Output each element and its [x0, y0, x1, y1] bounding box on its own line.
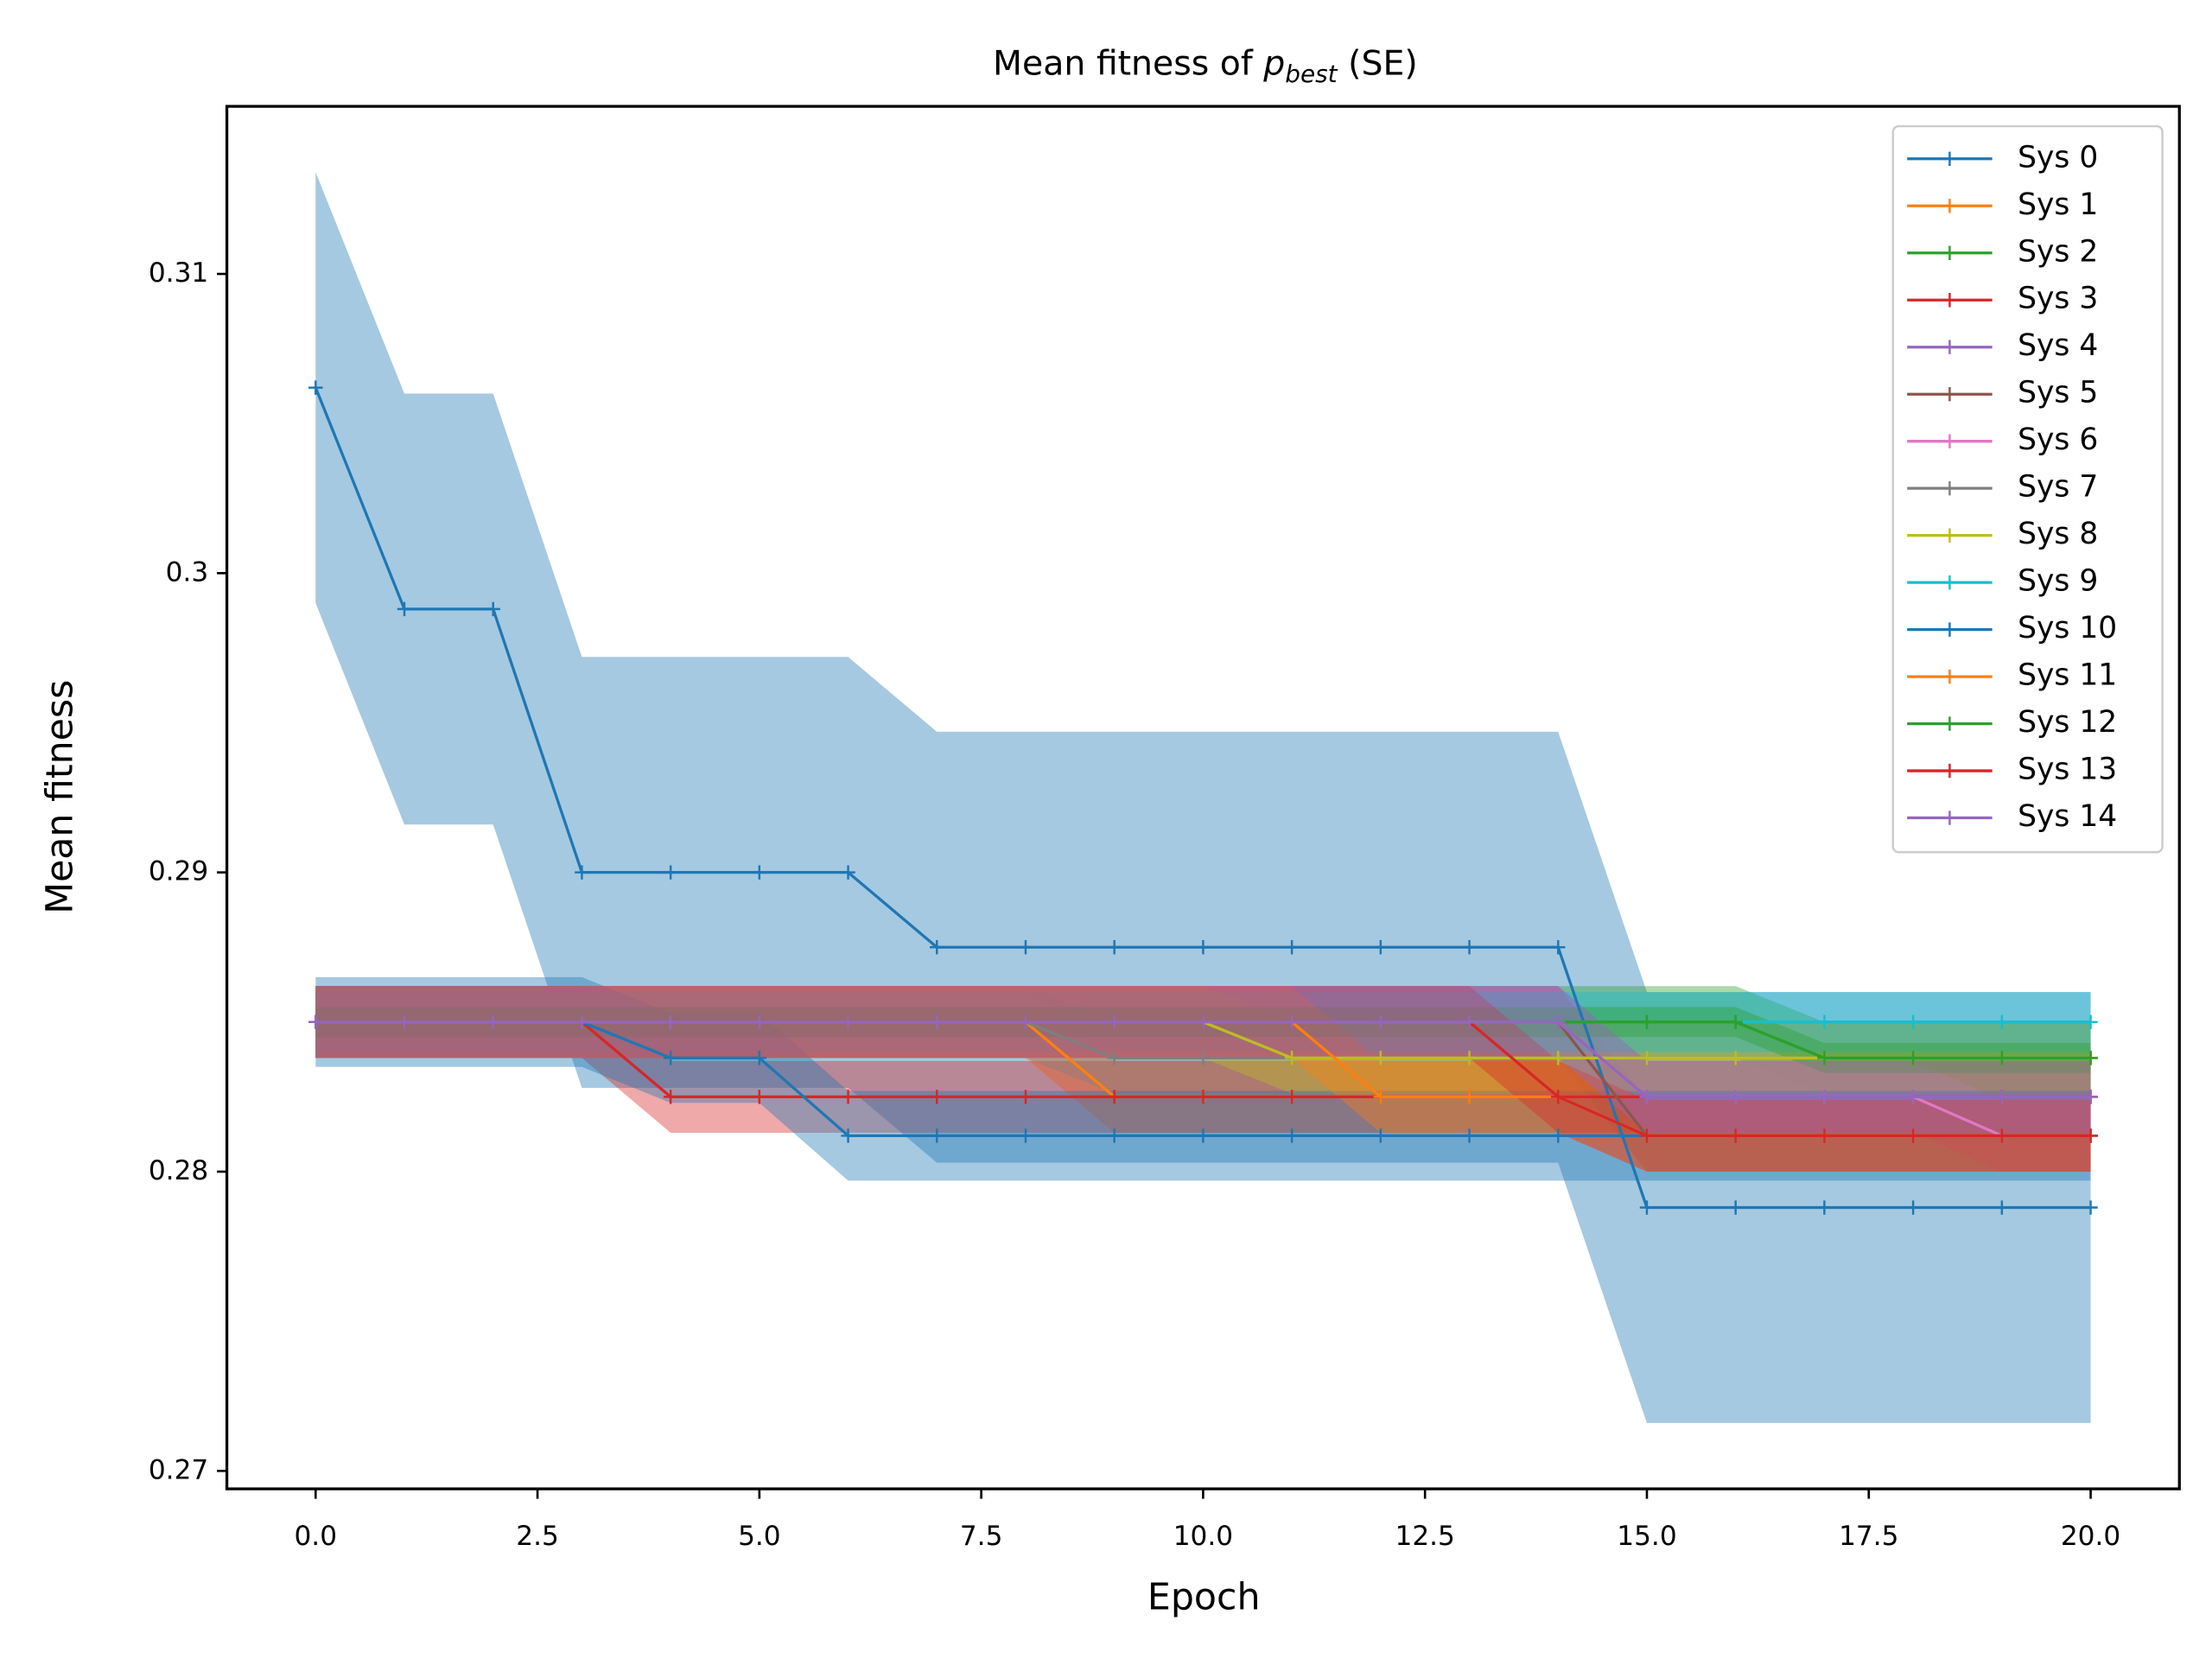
x-tick-label: 17.5 — [1839, 1521, 1898, 1552]
legend-marker — [1942, 763, 1957, 779]
legend-marker — [1942, 480, 1957, 496]
title-text: Mean fitness of — [993, 43, 1254, 83]
x-tick-label: 0.0 — [294, 1521, 337, 1552]
x-tick-label: 15.0 — [1617, 1521, 1676, 1552]
legend-marker — [1942, 199, 1957, 213]
legend-label: Sys 9 — [2018, 564, 2098, 599]
y-tick-label: 0.31 — [149, 257, 208, 289]
x-tick-label: 10.0 — [1173, 1521, 1233, 1552]
se-band — [315, 986, 2091, 1172]
se-band — [315, 986, 2091, 1172]
legend-box — [1891, 124, 2164, 854]
y-tick-label: 0.3 — [166, 556, 209, 588]
legend-marker — [1942, 340, 1957, 354]
legend-label: Sys 3 — [2018, 282, 2098, 316]
legend-marker — [1942, 528, 1957, 543]
se-band — [315, 986, 2091, 1094]
y-tick-label: 0.27 — [149, 1454, 208, 1485]
title-text: best — [1285, 60, 1338, 88]
legend-label: Sys 13 — [2018, 753, 2117, 787]
title-text: (SE) — [1348, 43, 1418, 83]
x-tick-label: 7.5 — [960, 1521, 1003, 1552]
legend-marker — [1942, 575, 1957, 590]
title-text: p — [1262, 43, 1285, 83]
se-band — [315, 986, 2091, 1172]
y-tick-label: 0.29 — [149, 856, 208, 887]
series-markers — [308, 380, 2098, 1215]
legend-marker — [1942, 387, 1957, 402]
legend-label: Sys 1 — [2018, 188, 2098, 222]
legend-label: Sys 12 — [2018, 705, 2117, 740]
legend-marker — [1942, 810, 1957, 825]
legend-label: Sys 4 — [2018, 328, 2098, 363]
x-tick-label: 5.0 — [738, 1521, 781, 1552]
legend-label: Sys 14 — [2018, 799, 2117, 834]
legend-marker — [1942, 669, 1957, 684]
legend-label: Sys 6 — [2018, 423, 2098, 457]
se-band — [315, 986, 2091, 1094]
legend-label: Sys 7 — [2018, 470, 2098, 505]
plot-area — [308, 172, 2098, 1423]
chart-title: Mean fitness of pbest (SE) — [993, 43, 1418, 92]
x-tick-label: 2.5 — [516, 1521, 559, 1552]
se-band — [315, 986, 2091, 1172]
legend-label: Sys 8 — [2018, 517, 2098, 551]
legend-marker — [1942, 293, 1957, 308]
se-band — [315, 986, 2091, 1172]
legend-label: Sys 5 — [2018, 376, 2098, 410]
y-tick-label: 0.28 — [149, 1155, 208, 1186]
x-tick-label: 12.5 — [1395, 1521, 1455, 1552]
se-band — [315, 986, 2091, 1094]
legend-marker — [1942, 151, 1957, 166]
legend-label: Sys 2 — [2018, 234, 2098, 269]
legend-label: Sys 10 — [2018, 611, 2117, 645]
x-tick-label: 20.0 — [2061, 1521, 2120, 1552]
legend-marker — [1942, 434, 1957, 448]
legend-marker — [1942, 716, 1957, 731]
x-axis-label: Epoch — [1147, 1576, 1261, 1619]
legend-label: Sys 11 — [2018, 658, 2117, 693]
se-band — [315, 172, 2091, 1423]
legend: Sys 0 Sys 1 Sys 2 Sys 3 Sys 4 Sys 5 Sys 6 Sys 7… — [1891, 124, 2164, 854]
legend-marker — [1942, 245, 1957, 260]
series-markers — [308, 1014, 2098, 1104]
legend-marker — [1942, 622, 1957, 637]
y-axis-label: Mean fitness — [39, 680, 82, 914]
legend-label: Sys 0 — [2018, 140, 2098, 175]
